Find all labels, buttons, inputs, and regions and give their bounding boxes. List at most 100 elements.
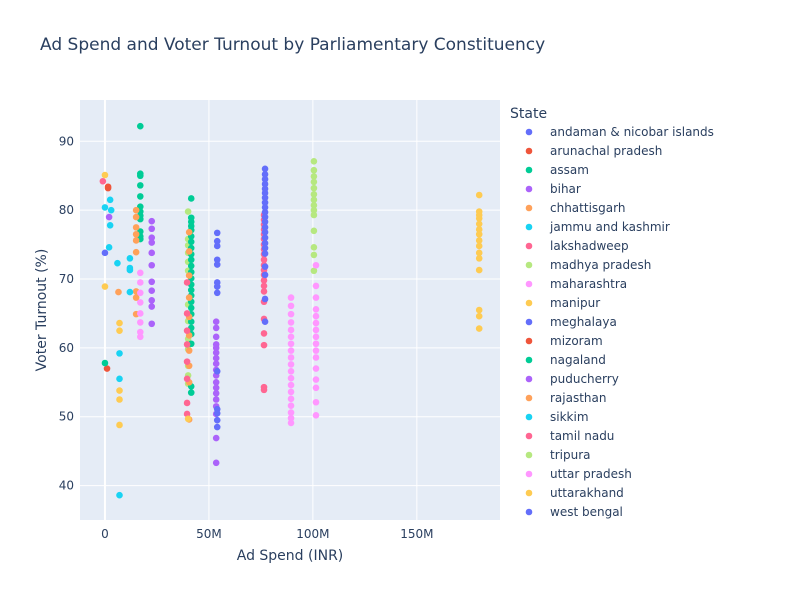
data-point[interactable] bbox=[287, 409, 295, 416]
data-point[interactable] bbox=[101, 283, 109, 290]
data-point[interactable] bbox=[312, 354, 320, 361]
data-point[interactable] bbox=[475, 306, 483, 314]
data-point[interactable] bbox=[132, 237, 140, 244]
data-point[interactable] bbox=[187, 389, 195, 396]
data-point[interactable] bbox=[132, 224, 140, 231]
data-point[interactable] bbox=[104, 184, 112, 192]
legend-item[interactable]: west bengal bbox=[525, 505, 623, 519]
series-group[interactable] bbox=[287, 261, 320, 427]
data-point[interactable] bbox=[185, 347, 193, 354]
data-point[interactable] bbox=[126, 266, 134, 274]
data-point[interactable] bbox=[475, 249, 483, 257]
data-point[interactable] bbox=[212, 354, 220, 362]
data-point[interactable] bbox=[260, 277, 268, 284]
data-point[interactable] bbox=[115, 288, 122, 296]
data-point[interactable] bbox=[187, 304, 195, 312]
data-point[interactable] bbox=[287, 419, 295, 427]
data-point[interactable] bbox=[261, 295, 269, 303]
data-point[interactable] bbox=[116, 327, 123, 334]
data-point[interactable] bbox=[312, 261, 320, 269]
data-point[interactable] bbox=[312, 398, 320, 406]
data-point[interactable] bbox=[187, 195, 195, 202]
data-point[interactable] bbox=[148, 217, 156, 225]
data-point[interactable] bbox=[287, 319, 295, 326]
data-point[interactable] bbox=[261, 194, 269, 202]
data-point[interactable] bbox=[212, 378, 220, 386]
data-point[interactable] bbox=[106, 196, 114, 204]
data-point[interactable] bbox=[310, 157, 318, 165]
data-point[interactable] bbox=[136, 310, 144, 317]
data-point[interactable] bbox=[136, 328, 144, 336]
data-point[interactable] bbox=[212, 349, 220, 356]
data-point[interactable] bbox=[183, 375, 191, 383]
legend-item[interactable]: manipur bbox=[525, 296, 601, 310]
data-point[interactable] bbox=[312, 412, 320, 419]
data-point[interactable] bbox=[475, 220, 483, 228]
data-points[interactable] bbox=[99, 122, 483, 499]
data-point[interactable] bbox=[475, 226, 483, 233]
data-point[interactable] bbox=[287, 333, 295, 341]
data-point[interactable] bbox=[475, 191, 483, 199]
data-point[interactable] bbox=[287, 326, 295, 334]
data-point[interactable] bbox=[287, 361, 295, 368]
data-point[interactable] bbox=[101, 249, 109, 257]
data-point[interactable] bbox=[213, 256, 221, 264]
data-point[interactable] bbox=[212, 434, 220, 442]
data-point[interactable] bbox=[148, 287, 156, 295]
series-group[interactable] bbox=[99, 177, 107, 185]
data-point[interactable] bbox=[312, 294, 320, 301]
data-point[interactable] bbox=[287, 414, 295, 422]
data-point[interactable] bbox=[287, 395, 295, 403]
legend-item[interactable]: madhya pradesh bbox=[525, 258, 652, 272]
data-point[interactable] bbox=[132, 230, 140, 238]
legend-item[interactable]: lakshadweep bbox=[525, 239, 629, 253]
legend-item[interactable]: maharashtra bbox=[525, 277, 627, 291]
data-point[interactable] bbox=[183, 327, 191, 334]
data-point[interactable] bbox=[310, 206, 318, 214]
data-point[interactable] bbox=[287, 381, 295, 389]
legend-item[interactable]: uttarakhand bbox=[525, 486, 624, 500]
series-group[interactable] bbox=[116, 319, 123, 334]
series-group[interactable] bbox=[185, 228, 193, 423]
data-point[interactable] bbox=[212, 390, 220, 397]
data-point[interactable] bbox=[183, 358, 191, 365]
data-point[interactable] bbox=[136, 122, 144, 130]
series-group[interactable] bbox=[136, 269, 144, 341]
data-point[interactable] bbox=[475, 266, 483, 274]
data-point[interactable] bbox=[101, 171, 109, 179]
legend-item[interactable]: sikkim bbox=[525, 410, 589, 424]
legend-item[interactable]: rajasthan bbox=[525, 391, 607, 405]
data-point[interactable] bbox=[185, 228, 193, 236]
data-point[interactable] bbox=[136, 299, 144, 306]
data-point[interactable] bbox=[148, 261, 156, 269]
data-point[interactable] bbox=[212, 384, 220, 392]
data-point[interactable] bbox=[183, 341, 191, 348]
data-point[interactable] bbox=[310, 202, 318, 209]
data-point[interactable] bbox=[212, 333, 220, 341]
series-group[interactable] bbox=[101, 171, 483, 429]
data-point[interactable] bbox=[310, 173, 318, 180]
data-point[interactable] bbox=[116, 396, 123, 403]
data-point[interactable] bbox=[116, 375, 123, 383]
data-point[interactable] bbox=[261, 218, 269, 226]
data-point[interactable] bbox=[287, 347, 295, 354]
series-group[interactable] bbox=[101, 249, 109, 257]
data-point[interactable] bbox=[287, 340, 295, 348]
data-point[interactable] bbox=[148, 303, 156, 310]
data-point[interactable] bbox=[213, 283, 221, 290]
series-group[interactable] bbox=[310, 157, 318, 275]
data-point[interactable] bbox=[213, 289, 221, 297]
data-point[interactable] bbox=[261, 271, 269, 279]
data-point[interactable] bbox=[312, 319, 320, 327]
data-point[interactable] bbox=[261, 208, 269, 216]
data-point[interactable] bbox=[475, 325, 483, 332]
legend-item[interactable]: tamil nadu bbox=[525, 429, 615, 443]
data-point[interactable] bbox=[310, 184, 318, 192]
legend-item[interactable]: nagaland bbox=[525, 353, 606, 367]
data-point[interactable] bbox=[310, 267, 318, 275]
data-point[interactable] bbox=[475, 237, 483, 244]
legend-item[interactable]: bihar bbox=[525, 182, 581, 196]
data-point[interactable] bbox=[187, 262, 195, 270]
data-point[interactable] bbox=[126, 255, 134, 262]
data-point[interactable] bbox=[148, 225, 156, 233]
